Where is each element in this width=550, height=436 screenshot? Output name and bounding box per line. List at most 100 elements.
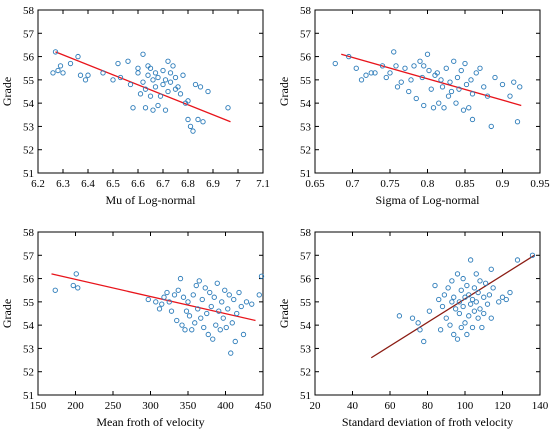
data-point (189, 327, 195, 333)
y-tick-label: 54 (300, 98, 312, 110)
data-point (150, 77, 156, 83)
data-point (421, 102, 427, 109)
data-point (238, 303, 244, 310)
data-point (428, 86, 434, 92)
data-point (179, 322, 185, 328)
data-point (436, 100, 442, 106)
y-tick-label: 51 (23, 168, 34, 180)
data-point (473, 271, 479, 277)
x-tick-label: 350 (180, 400, 197, 412)
data-point (160, 67, 166, 74)
data-point (147, 65, 154, 71)
y-tick-label: 55 (300, 75, 312, 87)
data-point (258, 273, 265, 279)
scatter-panel-sigma-log-normal: 0.65 0.7 0.75 0.8 0.85 0.9 0.95 51 52 53 54 55 56 57 5… (277, 5, 550, 207)
data-point (161, 294, 167, 300)
data-point (228, 350, 234, 356)
y-tick-label: 53 (300, 121, 312, 133)
regression-line (341, 53, 522, 107)
axes-frame (314, 9, 541, 174)
y-tick-label: 54 (23, 320, 35, 332)
data-point (406, 88, 412, 95)
data-point (477, 65, 483, 71)
data-point (467, 301, 474, 307)
data-point (426, 67, 432, 74)
data-point (447, 79, 453, 85)
y-tick-label: 57 (300, 28, 312, 40)
data-point (226, 292, 232, 298)
data-point (514, 257, 521, 263)
data-point (464, 331, 470, 338)
regression-line (370, 254, 535, 359)
data-point (529, 252, 536, 258)
data-point (196, 278, 202, 284)
data-point (160, 81, 166, 88)
data-point (503, 296, 509, 303)
y-tick-label: 53 (300, 343, 312, 355)
x-axis-label: Sigma of Log-normal (376, 193, 481, 207)
data-point (73, 271, 79, 277)
data-point (175, 84, 181, 90)
data-point (507, 289, 513, 296)
data-point (256, 292, 262, 298)
y-tick-label: 58 (23, 5, 35, 17)
data-point (135, 65, 141, 71)
data-point (460, 303, 466, 310)
data-point (229, 320, 235, 326)
y-tick-label: 51 (300, 390, 311, 402)
data-point (332, 60, 338, 67)
y-tick-label: 57 (23, 28, 35, 40)
x-tick-label: 7.1 (256, 178, 270, 190)
y-axis-label: Grade (277, 299, 291, 328)
data-point (204, 310, 210, 317)
x-axis-label: Mu of Log-normal (106, 193, 197, 207)
data-point (463, 81, 470, 88)
x-tick-label: 300 (142, 400, 159, 412)
data-point (127, 81, 134, 88)
data-point (216, 308, 222, 314)
data-point (445, 93, 452, 99)
data-point (50, 70, 56, 76)
data-point (473, 299, 479, 305)
y-tick-label: 53 (23, 343, 35, 355)
data-point (177, 91, 184, 97)
y-tick-label: 55 (23, 297, 35, 309)
x-tick-label: 6.4 (81, 178, 95, 190)
data-point (415, 320, 421, 326)
data-point (60, 70, 66, 76)
data-point (358, 77, 365, 83)
data-point (467, 257, 474, 263)
data-point (219, 299, 225, 305)
data-point (436, 296, 442, 303)
data-point (409, 315, 416, 321)
data-point (187, 123, 194, 130)
x-tick-label: 20 (310, 400, 322, 412)
data-point (225, 306, 231, 312)
x-tick-label: 40 (347, 400, 359, 412)
data-point (214, 280, 220, 286)
data-point (200, 119, 206, 125)
data-point (424, 51, 431, 57)
data-point (477, 306, 483, 312)
data-point (130, 105, 136, 111)
data-point (167, 79, 174, 85)
data-point (462, 60, 468, 67)
data-point (174, 317, 180, 324)
data-point (152, 70, 159, 76)
data-point (220, 315, 226, 321)
data-point (197, 84, 204, 90)
x-tick-label: 6.7 (156, 178, 170, 190)
data-point (231, 296, 237, 303)
y-tick-label: 54 (23, 98, 35, 110)
data-point (192, 320, 198, 326)
data-point (177, 275, 184, 282)
data-point (387, 70, 393, 76)
data-point (443, 65, 449, 71)
data-point (468, 77, 474, 83)
data-point (411, 63, 417, 69)
data-point (156, 306, 163, 312)
data-point (449, 278, 455, 284)
data-point (152, 84, 159, 90)
data-point (190, 128, 196, 134)
y-tick-label: 56 (300, 52, 312, 64)
